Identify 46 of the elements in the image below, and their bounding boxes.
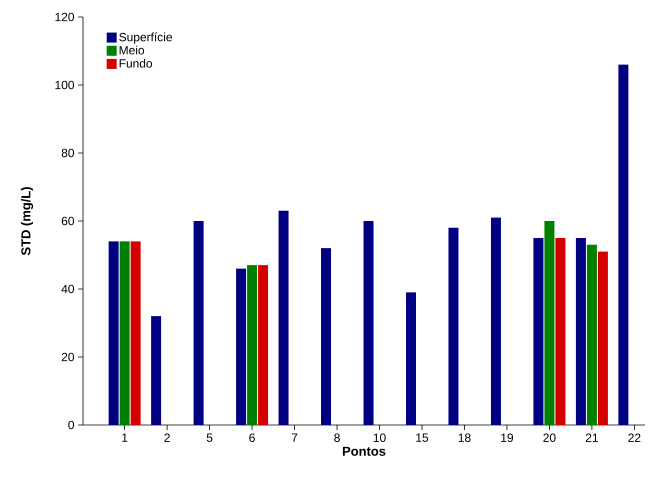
x-tick-label: 10 (374, 434, 386, 442)
bar (533, 238, 544, 425)
legend-label: Superfície (119, 32, 172, 44)
x-tick-label: 6 (249, 434, 255, 442)
x-tick-label: 2 (164, 434, 170, 442)
bar (406, 292, 416, 425)
bar (236, 268, 246, 425)
y-tick-label: 80 (62, 148, 74, 158)
y-tick-label: 60 (62, 216, 74, 226)
x-tick-label: 15 (416, 434, 428, 442)
bar (258, 265, 268, 425)
bar (544, 220, 554, 425)
x-tick-label: 5 (206, 434, 212, 442)
y-tick-label: 120 (55, 12, 74, 22)
bar (130, 241, 141, 425)
bar (120, 241, 130, 425)
bar (151, 316, 162, 425)
x-axis-title: Pontos (342, 446, 386, 456)
x-tick-label: 19 (501, 434, 514, 442)
bar (321, 248, 332, 425)
bar (490, 218, 501, 425)
y-axis-title: STD (mg/L) (20, 187, 34, 256)
bar (278, 210, 289, 425)
x-tick-label: 7 (292, 434, 298, 442)
x-tick-label: 21 (586, 434, 598, 442)
bar (247, 265, 258, 425)
x-tick-label: 20 (543, 434, 556, 442)
y-tick-label: 0 (68, 420, 74, 430)
x-tick-label: 18 (458, 434, 471, 442)
y-tick-label: 20 (62, 352, 74, 362)
bar (586, 244, 597, 425)
x-tick-label: 1 (122, 434, 128, 442)
y-tick-label: 40 (61, 284, 74, 294)
x-tick-label: 8 (334, 434, 340, 442)
bar (598, 252, 608, 425)
bar (555, 238, 566, 425)
bar (576, 238, 586, 425)
x-tick-label: 22 (628, 434, 640, 442)
legend-label: Meio (120, 46, 144, 54)
bar (618, 64, 628, 425)
legend-label: Fundo (120, 58, 152, 68)
bar (448, 228, 458, 425)
bar (364, 220, 374, 425)
y-tick-label: 100 (55, 80, 74, 90)
bar (194, 220, 204, 425)
bar (108, 241, 119, 425)
